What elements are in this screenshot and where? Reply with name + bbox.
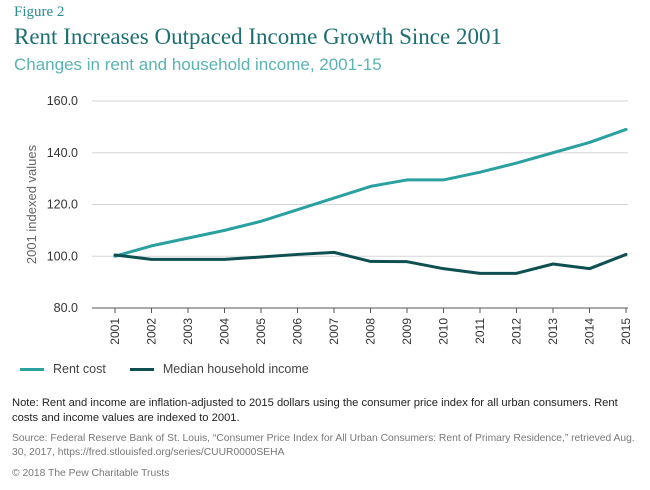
legend-item-income: Median household income <box>129 362 309 376</box>
data-point-rent <box>259 220 263 223</box>
x-tick-label: 2006 <box>291 318 305 345</box>
data-point-rent <box>478 170 482 174</box>
data-point-rent <box>186 236 190 240</box>
data-point-rent <box>150 244 153 248</box>
data-point-income <box>551 262 555 266</box>
x-tick-label: 2007 <box>327 318 341 345</box>
data-point-income <box>588 267 591 270</box>
data-point-income <box>113 253 117 257</box>
y-axis-label: 2001 indexed values <box>24 144 39 264</box>
legend-swatch-rent <box>20 367 44 371</box>
x-tick-label: 2012 <box>510 318 524 345</box>
legend-item-rent: Rent cost <box>20 362 106 376</box>
data-point-income <box>442 267 445 270</box>
data-point-income <box>405 260 409 263</box>
chart-source: Source: Federal Reserve Bank of St. Loui… <box>12 433 635 458</box>
data-point-income <box>259 255 263 259</box>
data-point-rent <box>588 141 591 144</box>
data-point-income <box>478 272 482 275</box>
data-point-rent <box>332 196 336 200</box>
x-tick-label: 2008 <box>364 318 378 345</box>
data-point-income <box>296 253 299 256</box>
legend-label-income: Median household income <box>162 362 309 376</box>
y-tick-label: 140.0 <box>47 146 78 160</box>
x-tick-label: 2002 <box>145 318 159 345</box>
chart-note: Note: Rent and income are inflation-adju… <box>12 397 618 424</box>
y-tick-label: 160.0 <box>47 94 78 108</box>
x-tick-label: 2011 <box>473 318 487 344</box>
data-point-rent <box>296 208 299 211</box>
legend: Rent cost Median household income <box>20 362 333 376</box>
data-point-rent <box>442 178 445 182</box>
data-point-rent <box>369 185 372 188</box>
data-point-income <box>332 251 336 254</box>
y-tick-label: 120.0 <box>47 198 78 212</box>
x-tick-label: 2010 <box>437 318 451 345</box>
data-point-rent <box>405 178 409 182</box>
data-point-income <box>186 258 190 261</box>
data-point-rent <box>624 128 628 131</box>
x-tick-label: 2005 <box>254 318 268 345</box>
x-tick-label: 2014 <box>583 318 597 345</box>
data-point-income <box>624 253 628 256</box>
x-tick-label: 2015 <box>619 318 633 345</box>
legend-label-rent: Rent cost <box>53 362 106 376</box>
x-tick-label: 2009 <box>400 318 414 345</box>
data-point-income <box>369 260 372 263</box>
data-point-income <box>150 258 153 261</box>
x-tick-label: 2001 <box>108 318 122 345</box>
data-point-income <box>223 258 226 261</box>
chart-title: Rent Increases Outpaced Income Growth Si… <box>14 24 502 49</box>
copyright: © 2018 The Pew Charitable Trusts <box>12 468 170 479</box>
line-chart: 80.0 100.0 120.0 140.0 160.0 2001 indexed val… <box>24 94 633 345</box>
legend-swatch-income <box>129 367 154 371</box>
series-line-rent <box>113 127 628 258</box>
x-tick-label: 2004 <box>218 318 232 345</box>
series-line-income <box>113 250 628 275</box>
x-tick-label: 2013 <box>546 318 560 345</box>
data-point-rent <box>223 229 226 232</box>
data-point-rent <box>551 151 555 154</box>
y-tick-label: 80.0 <box>54 301 78 315</box>
data-point-rent <box>515 161 518 165</box>
x-tick-label: 2003 <box>181 318 195 345</box>
data-point-income <box>515 272 518 275</box>
y-tick-label: 100.0 <box>47 249 78 263</box>
chart-subtitle: Changes in rent and household income, 20… <box>14 55 382 74</box>
figure-label: Figure 2 <box>14 4 65 20</box>
